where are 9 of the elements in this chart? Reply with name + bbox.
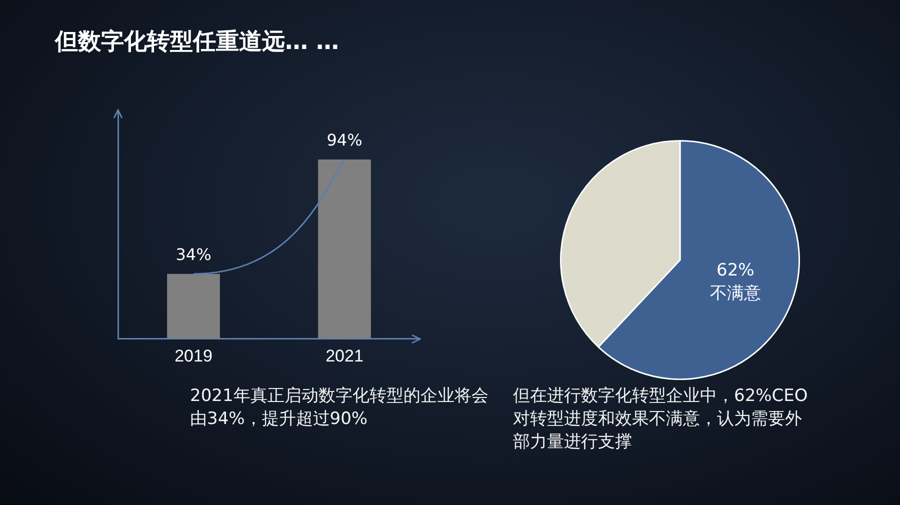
- data-label: 34%: [176, 244, 212, 264]
- data-label: 94%: [326, 130, 362, 150]
- text: 但在进行数字化转型企业中，62%CEO对转型进度和效果不满意，认为需要外部力量进行支撑: [513, 385, 809, 454]
- x-tick-label: 2019: [174, 346, 212, 366]
- text: 2021年真正启动数字化转型的企业将会由34%，提升超过90%: [190, 385, 490, 431]
- slice-label: 不满意: [710, 283, 761, 304]
- x-tick-label: 2021: [326, 346, 364, 366]
- chart-title: 但数字化转型任重道远… …: [55, 28, 340, 57]
- data-label: 62%: [716, 260, 754, 280]
